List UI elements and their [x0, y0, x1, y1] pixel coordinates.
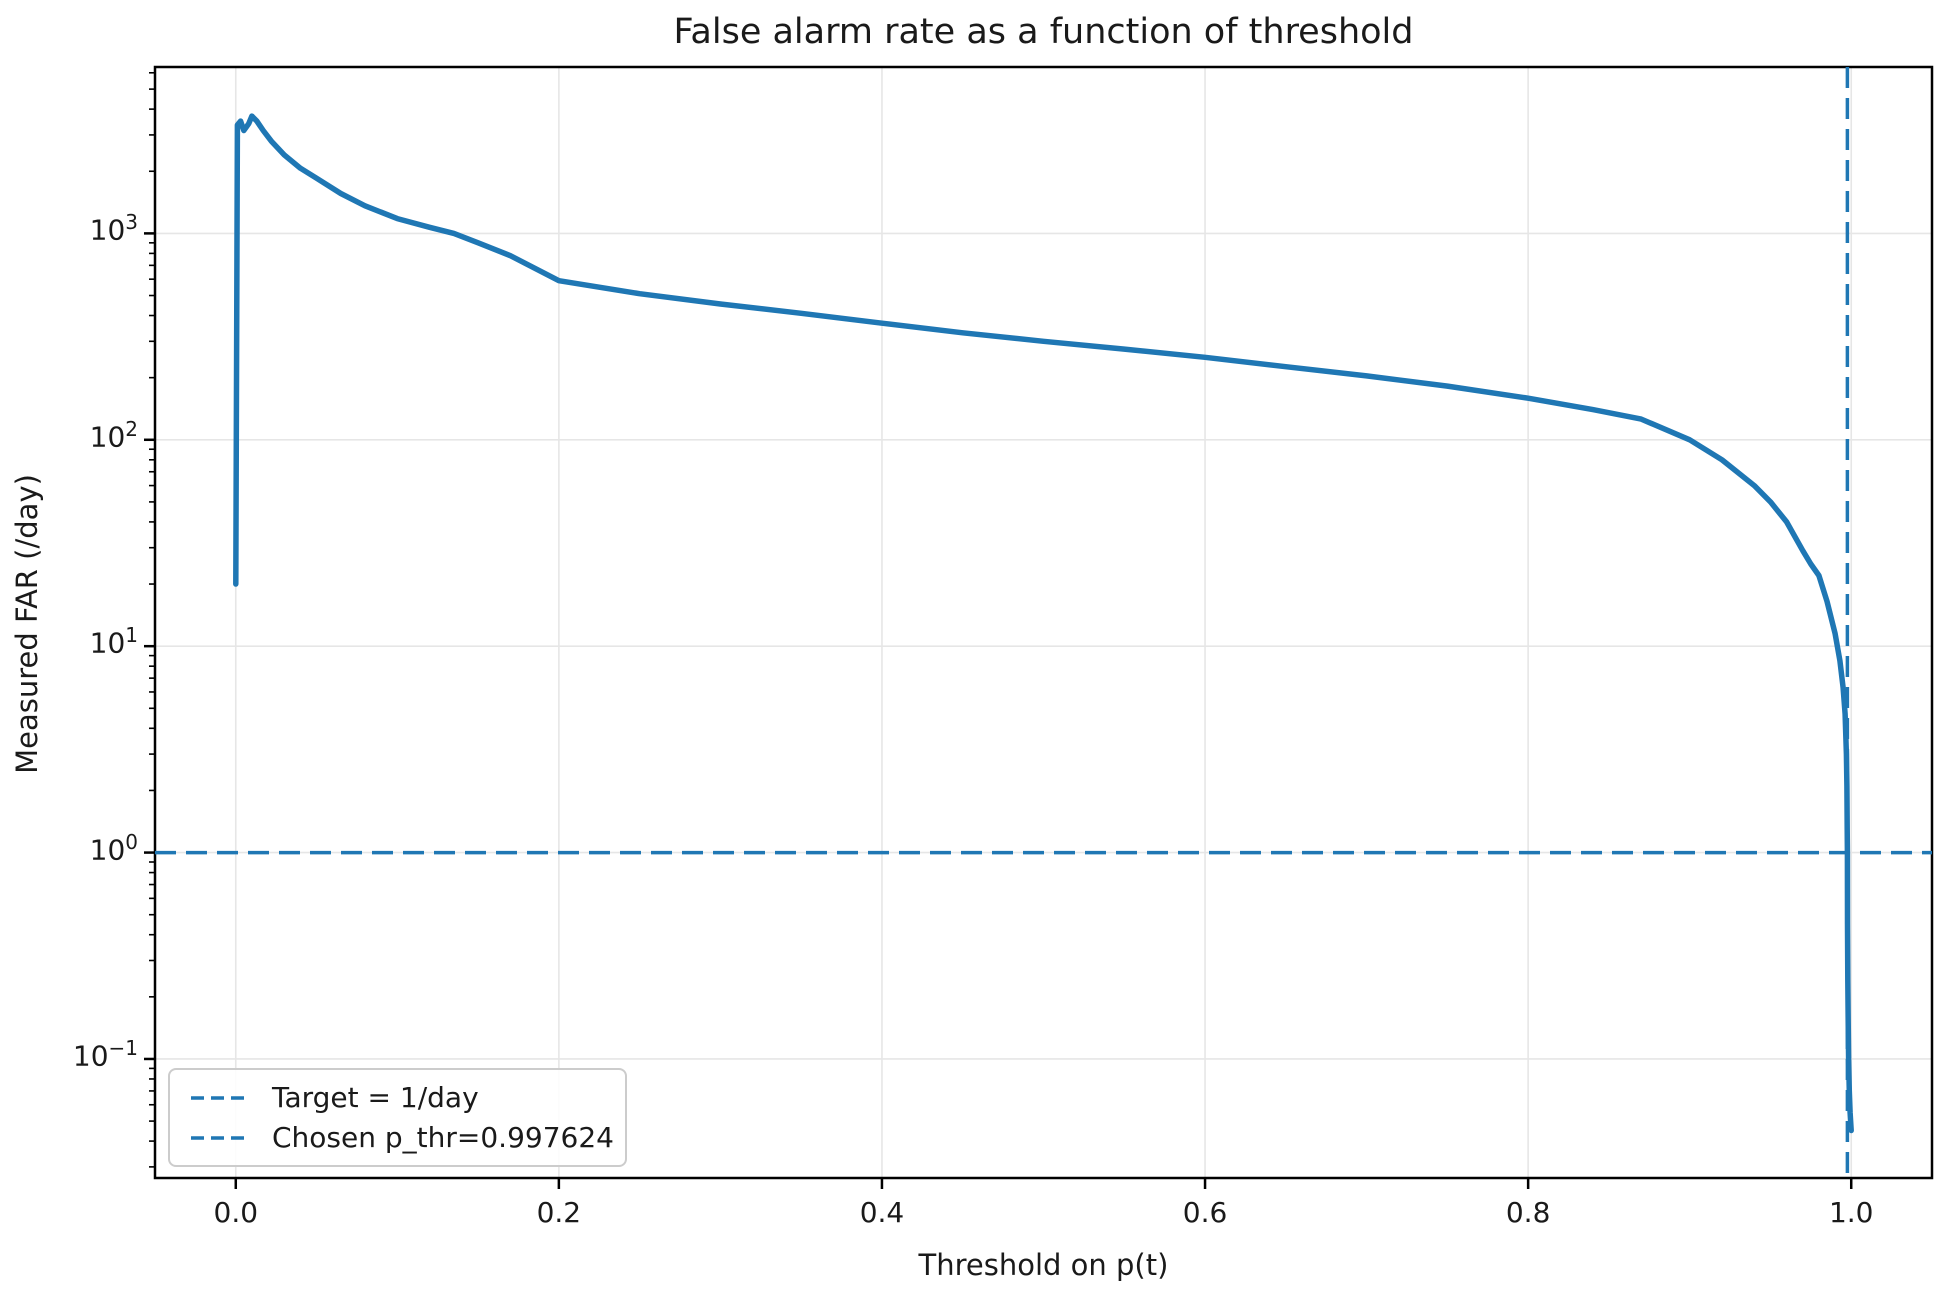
y-tick-label: 100	[89, 829, 138, 866]
dashed-line-sample-icon	[191, 1135, 251, 1140]
y-tick-label: 103	[89, 210, 138, 247]
y-tick-label: 102	[89, 416, 138, 454]
x-tick-label: 0.6	[1182, 1196, 1228, 1229]
x-tick-label: 1.0	[1828, 1196, 1874, 1229]
legend-item-target: Target = 1/day	[170, 1081, 625, 1114]
legend-label-threshold: Chosen p_thr=0.997624	[272, 1121, 614, 1154]
chart-title: False alarm rate as a function of thresh…	[673, 12, 1414, 52]
y-tick-label: 10−1	[72, 1035, 138, 1073]
far-curve	[233, 113, 1854, 1134]
x-tick-label: 0.0	[213, 1196, 259, 1229]
legend-item-threshold: Chosen p_thr=0.997624	[170, 1121, 625, 1154]
legend: Target = 1/day Chosen p_thr=0.997624	[168, 1068, 627, 1167]
x-tick-label: 0.8	[1505, 1196, 1551, 1229]
legend-label-target: Target = 1/day	[272, 1081, 479, 1114]
y-tick-label: 101	[89, 623, 138, 660]
x-tick-label: 0.4	[859, 1196, 905, 1229]
plot-spines	[153, 65, 1934, 1180]
x-tick-label: 0.2	[536, 1196, 582, 1229]
x-axis-label: Threshold on p(t)	[918, 1248, 1169, 1282]
dashed-line-sample-icon	[191, 1095, 251, 1100]
